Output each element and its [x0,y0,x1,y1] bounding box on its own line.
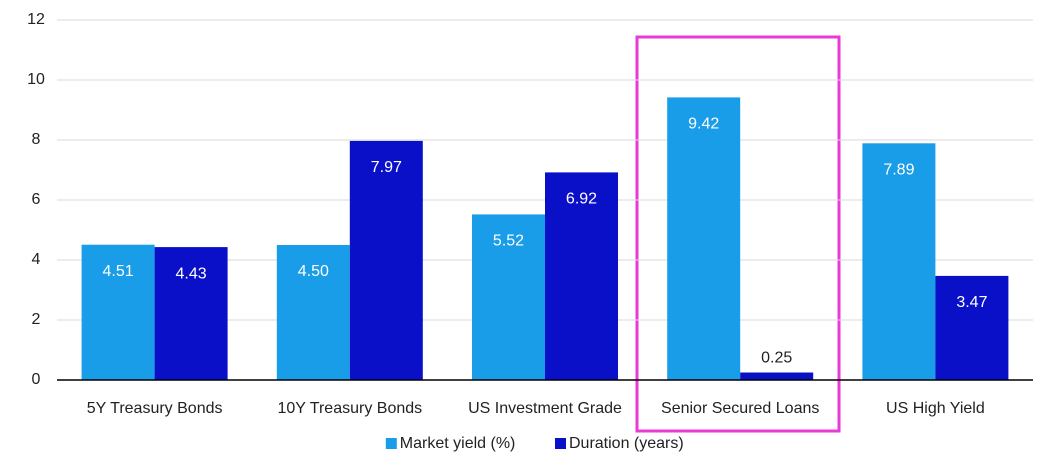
bar [667,97,741,381]
bar [935,275,1009,380]
legend-label: Duration (years) [569,435,684,452]
x-tick-label: Senior Secured Loans [661,400,819,417]
value-label: 3.47 [956,294,987,311]
y-tick-label: 6 [32,191,41,208]
bar [862,143,936,380]
y-tick-label: 12 [27,11,45,28]
highlight-box [635,35,841,433]
bar [545,172,618,380]
value-label: 4.43 [176,265,207,282]
bar [740,372,814,380]
value-label: 6.92 [566,191,597,208]
bar [154,247,228,380]
x-tick-label: US High Yield [886,400,985,417]
bar [276,245,350,380]
bar [472,214,545,380]
legend-swatch [555,438,566,449]
legend-label: Market yield (%) [400,435,516,452]
x-tick-label: 5Y Treasury Bonds [87,400,223,417]
y-tick-label: 0 [32,371,41,388]
value-label: 9.42 [688,116,719,133]
x-tick-label: US Investment Grade [468,400,622,417]
y-tick-label: 10 [27,71,45,88]
y-tick-label: 4 [32,251,41,268]
value-label: 4.50 [298,263,329,280]
value-label: 7.97 [371,159,402,176]
legend-swatch [385,438,397,449]
value-label: 7.89 [883,162,914,179]
value-label: 4.51 [103,263,134,280]
value-label: 0.25 [761,350,792,367]
bar [349,140,423,380]
y-tick-label: 2 [32,311,41,328]
value-label: 5.52 [493,233,524,250]
y-tick-label: 8 [32,131,41,148]
x-tick-label: 10Y Treasury Bonds [277,400,422,417]
bar [81,244,155,380]
